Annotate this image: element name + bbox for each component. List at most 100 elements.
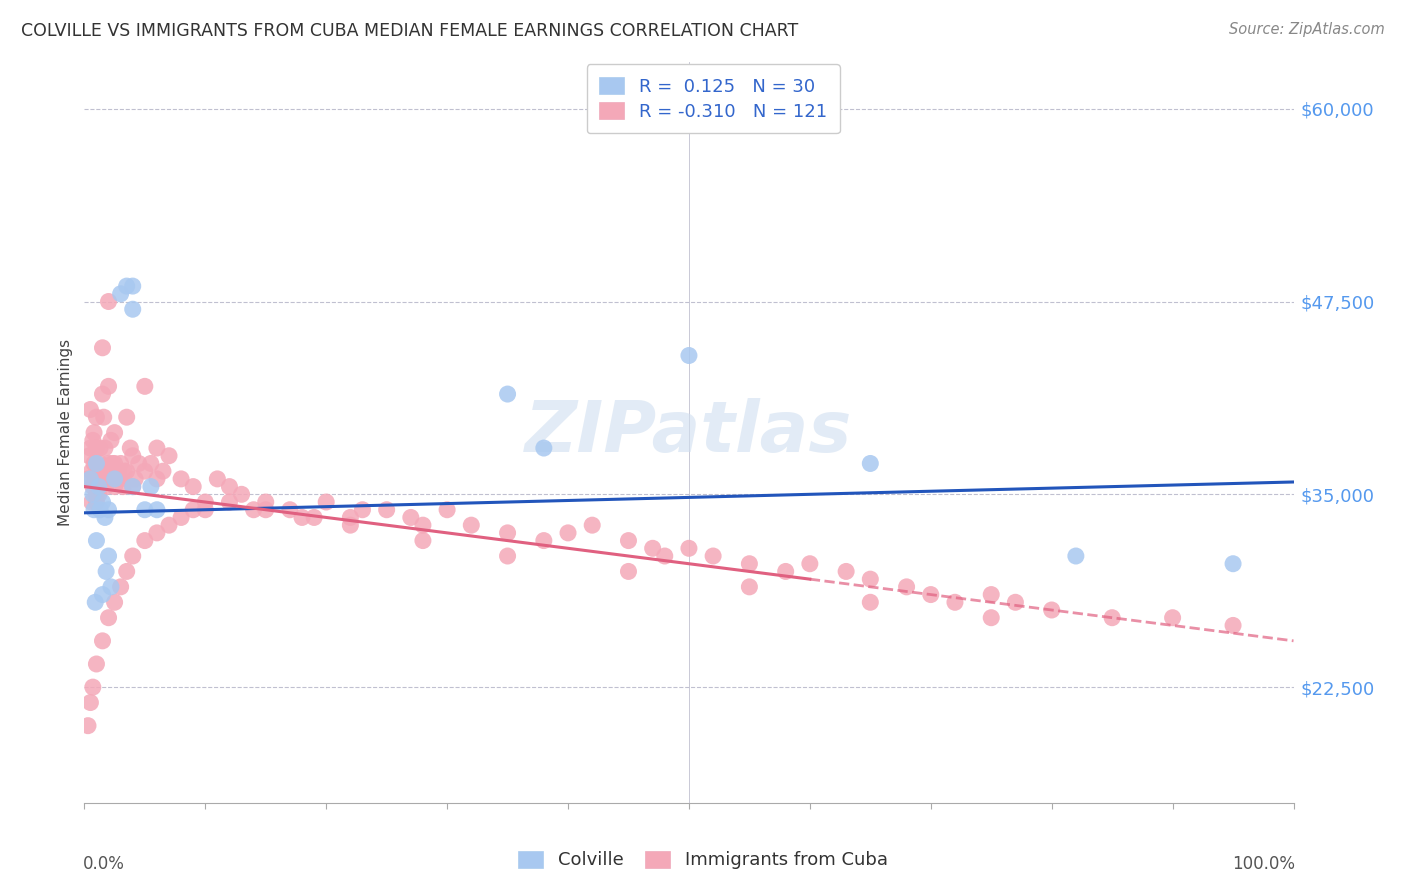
Point (84, 472, 107, 486)
Point (146, 525, 169, 540)
Point (496, 525, 519, 540)
Point (94, 565, 117, 579)
Point (617, 565, 640, 579)
Point (97, 549, 120, 563)
Point (121, 279, 143, 293)
Point (89, 441, 111, 455)
Point (91, 633, 114, 648)
Point (242, 502, 264, 516)
Point (980, 588, 1002, 602)
Point (115, 464, 138, 478)
Point (1222, 557, 1244, 571)
Legend: Colville, Immigrants from Cuba: Colville, Immigrants from Cuba (509, 842, 897, 879)
Point (1064, 549, 1087, 563)
Point (107, 464, 129, 478)
Point (100, 472, 122, 486)
Point (79, 441, 101, 455)
Point (79, 402, 101, 417)
Point (115, 565, 138, 579)
Point (104, 457, 127, 471)
Point (96, 464, 118, 478)
Point (104, 595, 127, 609)
Point (105, 472, 128, 486)
Point (97, 457, 120, 471)
Text: 0.0%: 0.0% (83, 855, 125, 872)
Point (139, 457, 162, 471)
Point (97, 610, 120, 624)
Point (799, 557, 821, 571)
Point (115, 410, 138, 425)
Point (859, 457, 882, 471)
Point (436, 502, 458, 516)
Legend: R =  0.125   N = 30, R = -0.310   N = 121: R = 0.125 N = 30, R = -0.310 N = 121 (586, 64, 839, 133)
Point (375, 502, 398, 516)
Point (134, 379, 156, 393)
Point (86, 441, 108, 455)
Point (121, 302, 143, 317)
Point (218, 480, 240, 494)
Point (87, 464, 110, 478)
Point (896, 580, 918, 594)
Point (315, 495, 337, 509)
Point (86, 487, 108, 501)
Point (97, 294, 120, 309)
Point (97, 379, 120, 393)
Point (121, 549, 143, 563)
Point (1161, 610, 1184, 624)
Point (97, 502, 120, 516)
Point (91, 588, 114, 602)
Point (91, 495, 114, 509)
Point (86, 410, 108, 425)
Point (82, 680, 104, 694)
Point (1040, 603, 1063, 617)
Point (86, 495, 108, 509)
Point (134, 502, 156, 516)
Point (170, 510, 193, 524)
Text: Source: ZipAtlas.com: Source: ZipAtlas.com (1229, 22, 1385, 37)
Point (94, 441, 117, 455)
Point (86, 457, 108, 471)
Point (83, 425, 105, 440)
Point (104, 472, 127, 486)
Point (77, 719, 100, 733)
Y-axis label: Median Female Earnings: Median Female Earnings (58, 339, 73, 526)
Point (87, 480, 110, 494)
Point (496, 549, 519, 563)
Point (121, 480, 143, 494)
Point (83, 502, 105, 516)
Point (110, 457, 132, 471)
Point (557, 525, 579, 540)
Point (859, 572, 882, 586)
Point (157, 449, 180, 463)
Point (77, 449, 100, 463)
Point (89, 502, 111, 516)
Point (79, 472, 101, 486)
Point (835, 565, 858, 579)
Point (254, 502, 277, 516)
Point (641, 541, 664, 556)
Point (134, 464, 156, 478)
Point (181, 480, 204, 494)
Point (339, 510, 361, 524)
Point (128, 457, 150, 471)
Point (291, 510, 314, 524)
Point (134, 533, 156, 548)
Point (412, 518, 434, 533)
Point (86, 657, 108, 671)
Point (152, 464, 174, 478)
Point (678, 541, 700, 556)
Point (231, 487, 253, 501)
Point (87, 487, 110, 501)
Point (104, 480, 127, 494)
Point (339, 518, 361, 533)
Point (93, 410, 115, 425)
Point (678, 349, 700, 363)
Point (1101, 610, 1123, 624)
Point (91, 341, 114, 355)
Point (218, 495, 240, 509)
Point (94, 480, 117, 494)
Point (79, 696, 101, 710)
Point (496, 387, 519, 401)
Point (101, 457, 124, 471)
Point (100, 580, 122, 594)
